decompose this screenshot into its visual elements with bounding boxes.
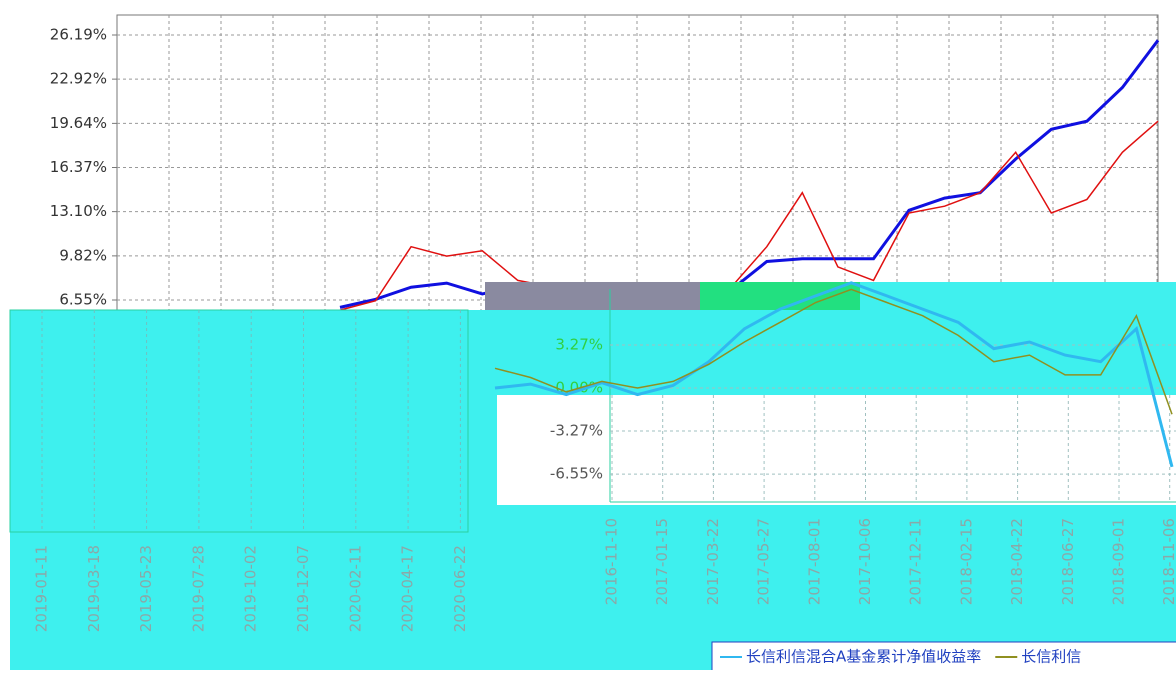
data-line	[494, 281, 1174, 468]
x-tick-label: 2018-09-01	[1110, 518, 1128, 605]
x-tick-label: 2019-05-23	[137, 545, 155, 632]
x-tick-label: 2017-08-01	[805, 518, 823, 605]
x-tick-label: 2017-10-06	[856, 518, 874, 605]
x-tick-label: 2019-03-18	[85, 545, 103, 632]
x-tick-label: 2019-12-07	[294, 545, 312, 632]
x-tick-label: 2017-05-27	[755, 518, 773, 605]
plot-frame	[9, 309, 469, 533]
x-tick-label: 2019-07-28	[189, 545, 207, 632]
y-tick-label: -3.27%	[550, 422, 603, 440]
data-line	[339, 120, 1159, 315]
x-tick-label: 2020-06-22	[451, 545, 469, 632]
glitch-strip	[485, 282, 700, 310]
y-tick-label: 6.55%	[59, 291, 107, 309]
data-line	[339, 39, 1160, 316]
glitch-strip	[860, 282, 1176, 310]
x-tick-label: 2018-04-22	[1008, 518, 1026, 605]
x-tick-label: 2018-11-06	[1160, 518, 1176, 605]
x-tick-label: 2019-01-11	[33, 545, 51, 632]
y-tick-label: 3.27%	[555, 335, 603, 353]
x-tick-label: 2020-04-17	[399, 545, 417, 632]
legend-label: 长信利信	[1021, 648, 1081, 666]
y-tick-label: 26.19%	[50, 26, 107, 44]
y-tick-label: 13.10%	[50, 202, 107, 220]
x-tick-label: 2017-01-15	[653, 518, 671, 605]
y-tick-label: 16.37%	[50, 158, 107, 176]
x-tick-label: 2018-02-15	[957, 518, 975, 605]
legend-label: 长信利信混合A基金累计净值收益率	[746, 648, 981, 666]
white-panel	[497, 395, 1176, 505]
x-tick-label: 2017-03-22	[704, 518, 722, 605]
data-line	[494, 288, 1173, 415]
y-tick-label: 22.92%	[50, 70, 107, 88]
x-tick-label: 2019-10-02	[242, 545, 260, 632]
y-tick-label: 9.82%	[59, 246, 107, 264]
y-tick-label: -6.55%	[550, 465, 603, 483]
y-tick-label: 19.64%	[50, 114, 107, 132]
x-tick-label: 2017-12-11	[907, 518, 925, 605]
legend-box	[711, 641, 1176, 673]
x-tick-label: 2020-02-11	[346, 545, 364, 632]
x-tick-label: 2018-06-27	[1059, 518, 1077, 605]
x-tick-label: 2016-11-10	[603, 518, 621, 605]
glitch-strip	[700, 282, 860, 310]
